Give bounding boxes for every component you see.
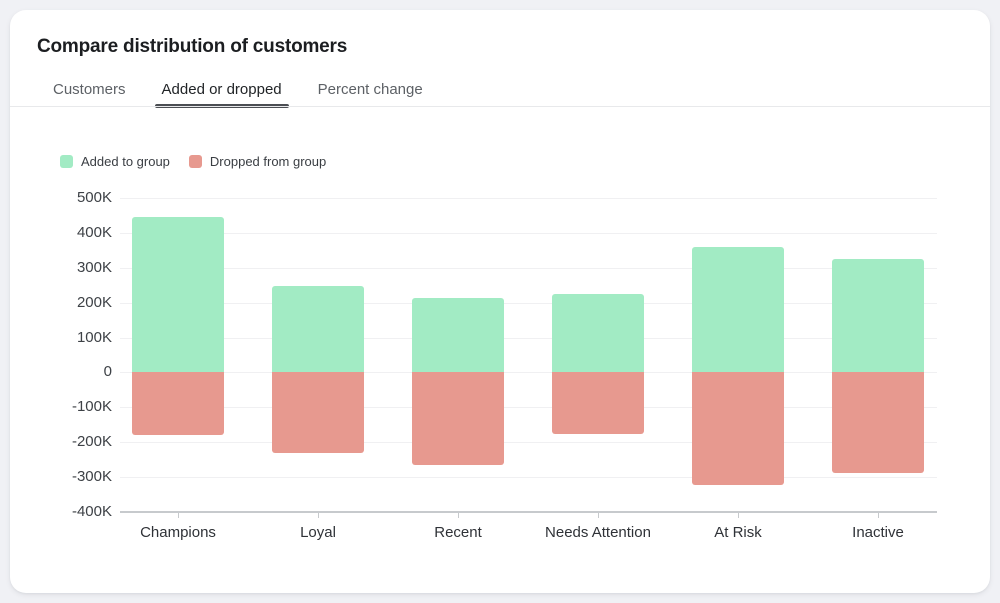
x-axis-tick <box>458 512 459 518</box>
bar-chart: 500K 400K 300K 200K 100K 0 -100K -200K -300K -400… <box>10 10 990 593</box>
bar-dropped-champions[interactable] <box>132 372 224 436</box>
gridline <box>120 302 937 304</box>
x-axis-label: Recent <box>434 524 482 541</box>
gridline <box>120 337 937 339</box>
bar-dropped-needs-attention[interactable] <box>552 372 644 434</box>
y-axis-label: -400K <box>71 503 112 520</box>
chart-legend: Added to group Dropped from group <box>60 154 326 169</box>
chart-card: Compare distribution of customers Custom… <box>10 10 990 593</box>
x-axis-label: Inactive <box>852 524 904 541</box>
x-axis-tick <box>598 512 599 518</box>
bar-dropped-recent[interactable] <box>412 372 504 466</box>
x-axis-label: Loyal <box>300 524 336 541</box>
bar-dropped-inactive[interactable] <box>832 372 924 473</box>
bar-dropped-loyal[interactable] <box>272 372 364 454</box>
bar-added-at-risk[interactable] <box>692 246 784 373</box>
gridline <box>120 267 937 269</box>
gridline <box>120 372 937 374</box>
tab-percent-change[interactable]: Percent change <box>317 80 423 98</box>
y-axis-label: 300K <box>76 258 112 276</box>
x-axis-label: Needs Attention <box>545 524 651 541</box>
gridline <box>120 511 937 513</box>
legend-item-added[interactable]: Added to group <box>60 154 170 169</box>
gridline <box>120 477 937 479</box>
tab-customers[interactable]: Customers <box>53 80 126 98</box>
bar-added-needs-attention[interactable] <box>552 293 644 373</box>
gridline <box>120 442 937 444</box>
y-axis-label: 100K <box>76 328 112 346</box>
page-title: Compare distribution of customers <box>37 36 348 57</box>
y-axis-label: 400K <box>76 223 112 241</box>
x-axis-tick <box>738 512 739 518</box>
bar-dropped-at-risk[interactable] <box>692 372 784 485</box>
y-axis-label: 200K <box>76 293 112 311</box>
tab-bar: Customers Added or dropped Percent chang… <box>46 71 430 108</box>
y-axis-label: -100K <box>71 398 112 416</box>
x-axis-tick <box>178 512 179 518</box>
bar-added-recent[interactable] <box>412 298 504 373</box>
bar-added-loyal[interactable] <box>272 285 364 373</box>
legend-label-dropped: Dropped from group <box>209 154 327 169</box>
y-axis-label: -200K <box>71 433 112 451</box>
tab-bar-divider <box>10 106 990 107</box>
gridline <box>120 198 937 199</box>
gridline <box>120 232 937 234</box>
x-axis-tick <box>318 512 319 518</box>
x-axis-label: Champions <box>140 524 216 541</box>
legend-swatch-added-icon <box>60 155 73 168</box>
legend-item-dropped[interactable]: Dropped from group <box>188 154 327 169</box>
y-axis-label: -300K <box>71 468 112 486</box>
bar-added-champions[interactable] <box>132 217 224 373</box>
gridline <box>120 407 937 409</box>
legend-swatch-dropped-icon <box>188 155 202 168</box>
x-axis-tick <box>878 512 879 518</box>
legend-label-added: Added to group <box>81 154 170 169</box>
y-axis-label: 0 <box>103 363 112 381</box>
y-axis-label: 500K <box>76 189 112 206</box>
bar-added-inactive[interactable] <box>832 259 924 373</box>
x-axis-label: At Risk <box>714 524 762 541</box>
